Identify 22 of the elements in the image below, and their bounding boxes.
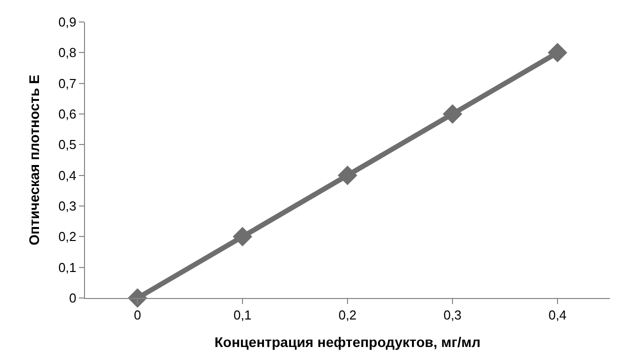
point <box>232 226 252 246</box>
x-tick-label: 0,2 <box>338 308 357 323</box>
x-tick-label: 0,4 <box>548 308 567 323</box>
x-axis-title: Концентрация нефтепродуктов, мг/мл <box>214 334 480 350</box>
point <box>338 166 358 186</box>
y-tick-label: 0,6 <box>58 106 76 122</box>
point <box>548 42 568 62</box>
point <box>442 104 462 124</box>
y-tick-label: 0 <box>69 290 76 306</box>
x-tick-label: 0,1 <box>233 308 252 323</box>
y-axis-title: Оптическая плотность Е <box>26 74 42 246</box>
y-tick-label: 0,4 <box>58 168 76 183</box>
x-tick-label: 0 <box>134 308 142 323</box>
y-tick-label: 0,1 <box>58 260 76 275</box>
point <box>128 288 148 308</box>
y-tick-label: 0,9 <box>58 14 76 30</box>
y-tick-label: 0,7 <box>58 76 76 91</box>
y-tick-label: 0,2 <box>58 229 76 244</box>
y-tick-label: 0,5 <box>58 137 76 152</box>
y-tick-label: 0,8 <box>58 45 76 60</box>
x-tick-label: 0,3 <box>443 308 462 323</box>
y-tick-label: 0,3 <box>58 198 76 214</box>
